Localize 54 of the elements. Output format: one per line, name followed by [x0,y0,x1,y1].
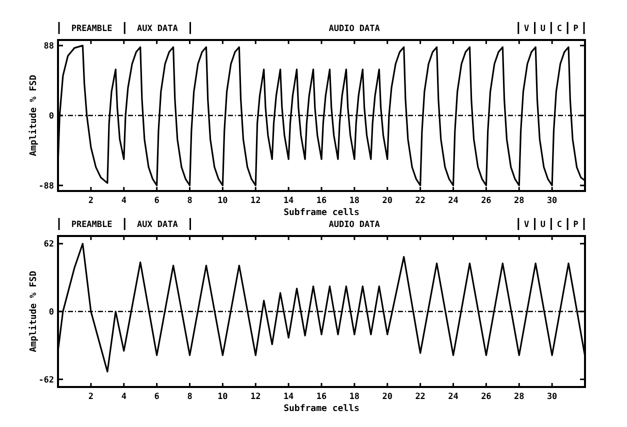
x-tick-label: 18 [349,392,360,402]
x-tick-label: 14 [283,392,294,402]
x-tick-label: 6 [154,392,160,402]
y-axis-title: Amplitude % FSD [28,74,39,156]
x-tick-label: 4 [121,196,126,206]
text: P [573,24,578,34]
text: V [524,24,530,34]
x-tick-label: 26 [481,392,492,402]
x-tick-label: 10 [218,392,228,402]
text: C [556,220,562,230]
x-tick-label: 24 [448,392,458,402]
text: U [540,220,546,230]
x-tick-label: 22 [415,392,426,402]
x-tick-label: 16 [316,392,327,402]
y-tick-label: -88 [38,181,54,192]
x-axis-title: Subframe cells [284,404,360,414]
x-tick-label: 2 [88,392,94,402]
x-tick-label: 4 [121,392,126,402]
text: PREAMBLE [71,220,112,230]
text: C [556,24,562,34]
x-tick-label: 22 [415,196,426,206]
x-tick-label: 6 [154,196,160,206]
y-tick-label: 88 [44,42,54,52]
x-tick-label: 10 [218,196,228,206]
x-tick-label: 28 [514,196,524,206]
y-tick-label: 0 [48,308,54,318]
y-tick-label: -62 [38,375,54,386]
x-tick-label: 20 [382,196,392,206]
text: V [524,220,530,230]
x-tick-label: 2 [88,196,94,206]
y-tick-label: 62 [44,240,54,250]
text: AUX DATA [136,24,178,34]
x-tick-label: 8 [187,392,192,402]
text: AUDIO DATA [328,220,380,230]
x-tick-label: 24 [448,196,458,206]
x-tick-label: 8 [187,196,192,206]
x-tick-label: 16 [316,196,327,206]
x-tick-label: 30 [546,392,558,402]
text: U [540,24,546,34]
text: AUDIO DATA [328,24,380,34]
y-axis-title: Amplitude % FSD [28,270,39,352]
x-axis-title: Subframe cells [284,208,360,218]
x-tick-label: 30 [546,196,558,206]
text: P [573,220,578,230]
x-tick-label: 12 [250,196,261,206]
y-tick-label: 0 [48,112,54,122]
x-tick-label: 26 [481,196,492,206]
x-tick-label: 18 [349,196,360,206]
x-tick-label: 28 [514,392,524,402]
x-tick-label: 14 [283,196,294,206]
text: AUX DATA [136,220,178,230]
x-tick-label: 12 [250,392,261,402]
x-tick-label: 20 [382,392,392,402]
text: PREAMBLE [71,24,112,34]
